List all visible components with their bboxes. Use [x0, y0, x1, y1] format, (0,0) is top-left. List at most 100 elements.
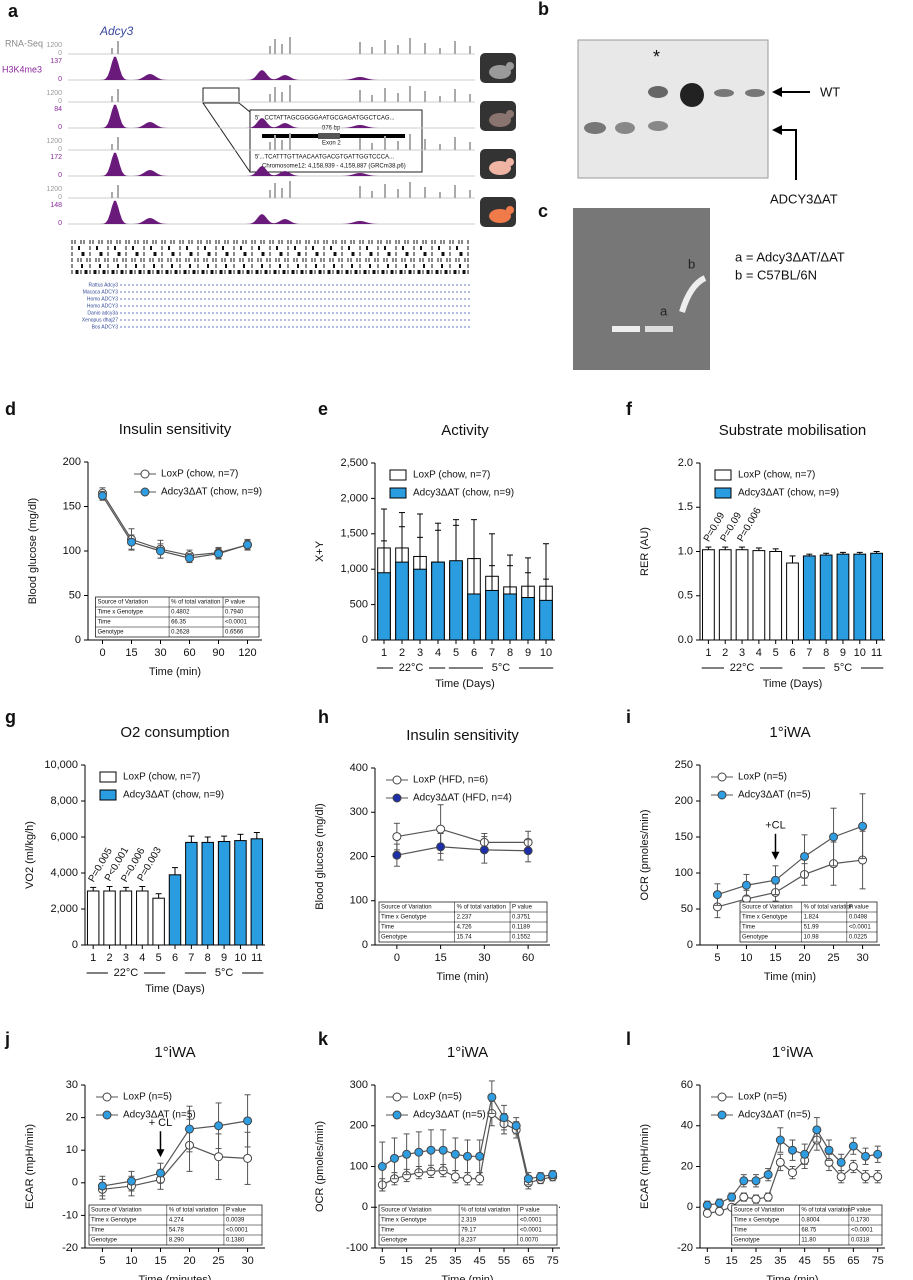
species-label: Xenopus dhaj27: [82, 317, 118, 323]
track-scale: 0: [58, 220, 62, 227]
legend-swatch: [99, 789, 117, 801]
point: [812, 1125, 822, 1135]
table-cell: Source of Variation: [97, 600, 148, 606]
chart-title: Activity: [441, 422, 489, 439]
y-tick-label: 250: [675, 759, 693, 771]
bar: [853, 553, 867, 641]
sequence: 5'...TCATTTGTTAACAATGACGTGATTGGTCCCA...: [255, 155, 394, 161]
bar: [449, 560, 463, 641]
chart-title: 1°iWA: [154, 1044, 195, 1061]
track-scale: 84: [54, 106, 62, 113]
table-cell: P value: [851, 1208, 872, 1214]
y-tick-label: 2,500: [340, 457, 368, 469]
table-cell: 10.98: [804, 935, 820, 941]
table-cell: 15.74: [457, 935, 473, 941]
point: [499, 1113, 509, 1123]
table-cell: 0.6566: [225, 630, 244, 636]
table-cell: 0.7940: [225, 610, 244, 616]
table-cell: Time x Genotype: [734, 1218, 780, 1224]
species-label: Danio adcy3a: [87, 310, 118, 316]
point: [214, 1152, 224, 1162]
x-tick-label: 0: [394, 952, 400, 964]
table-cell: 4.726: [457, 925, 473, 931]
panel-label: j: [4, 1029, 10, 1049]
y-tick-label: 1,500: [340, 528, 368, 540]
legend-label: Adcy3ΔAT (n=5): [738, 1110, 811, 1121]
y-tick-label: 500: [350, 599, 368, 611]
y-axis-title: OCR (pmoles/min): [314, 1121, 326, 1212]
track-scale: 0: [58, 124, 62, 131]
legend-label: Adcy3ΔAT (n=5): [413, 1110, 486, 1121]
x-tick-label: 3: [739, 647, 745, 659]
mouse-head: [506, 158, 514, 166]
chart: g O2 consumption Time (Days) VO2 (ml/kg/h) 0…: [5, 707, 265, 995]
bar: [217, 841, 231, 946]
legend-marker: [392, 1110, 402, 1120]
table-cell: 0.0070: [520, 1238, 539, 1244]
table-cell: Time: [91, 1228, 105, 1234]
table-cell: 0.4802: [171, 610, 190, 616]
x-tick-label: 4: [435, 647, 441, 659]
table-cell: 2.237: [457, 915, 473, 921]
panel-label: i: [626, 707, 631, 727]
table-cell: Source of Variation: [742, 905, 793, 911]
bar: [521, 597, 535, 641]
chart-title: 1°iWA: [447, 1044, 488, 1061]
gene-name: Adcy3: [99, 24, 134, 38]
y-tick-label: 300: [350, 806, 368, 818]
legend-label: Adcy3ΔAT (n=5): [123, 1110, 196, 1121]
table-cell: Source of Variation: [734, 1208, 785, 1214]
point: [185, 1124, 195, 1134]
y-axis-title: ECAR (mpH/min): [24, 1124, 36, 1209]
x-tick-label: 7: [188, 952, 194, 964]
panel-a: a Adcy3 RNA-Seq H3K4me3 5'...CCTATTAGCGG…: [2, 1, 516, 330]
point: [479, 845, 489, 855]
y-tick-label: 0: [362, 939, 368, 951]
point: [800, 1149, 810, 1159]
panel-label: h: [318, 707, 329, 727]
table-cell: % of total variation: [169, 1208, 218, 1214]
table-cell: Source of Variation: [381, 1208, 432, 1214]
point: [475, 1151, 485, 1161]
table-cell: <0.0001: [520, 1228, 543, 1234]
bar: [152, 897, 165, 946]
x-axis-title: Time (Days): [145, 983, 204, 995]
x-tick-label: 6: [471, 647, 477, 659]
x-tick-label: 2: [722, 647, 728, 659]
series-line: [102, 1144, 248, 1190]
band: [648, 121, 668, 131]
point: [185, 553, 194, 563]
legend-marker: [102, 1092, 112, 1102]
point: [155, 1168, 165, 1178]
x-tick-label: 25: [827, 952, 839, 964]
table-cell: Genotype: [734, 1238, 761, 1244]
point: [243, 1153, 253, 1163]
point: [487, 1092, 497, 1102]
legend-label: Adcy3ΔAT (chow, n=9): [413, 488, 514, 499]
y-tick-label: 20: [66, 1112, 78, 1124]
y-tick-label: 200: [350, 850, 368, 862]
x-tick-label: 7: [489, 647, 495, 659]
lane-label: b: [688, 256, 695, 271]
table-cell: Time: [381, 1228, 395, 1234]
x-tick-label: 25: [425, 1255, 437, 1267]
chart-title: 1°iWA: [769, 724, 810, 741]
point: [861, 1172, 871, 1182]
legend-label: Adcy3ΔAT (chow, n=9): [161, 487, 262, 498]
track-name: H3K4me3: [2, 64, 42, 74]
series-line: [101, 495, 248, 559]
point: [763, 1170, 773, 1180]
panel-label: d: [5, 399, 16, 419]
y-tick-label: 0: [75, 634, 81, 646]
chip-signal: [70, 200, 475, 224]
panel-label: b: [538, 0, 549, 19]
chip-signal: [70, 152, 475, 176]
table-cell: Time x Genotype: [381, 1218, 427, 1224]
x-tick-label: 25: [750, 1255, 762, 1267]
x-tick-label: 75: [872, 1255, 884, 1267]
point: [714, 1206, 724, 1216]
bar: [870, 552, 883, 641]
y-tick-label: 0: [687, 939, 693, 951]
legend-label: Adcy3ΔAT (HFD, n=4): [413, 793, 512, 804]
chart: j 1°iWA Time (minutes) ECAR (mpH/min) -20 -10…: [4, 1029, 265, 1280]
